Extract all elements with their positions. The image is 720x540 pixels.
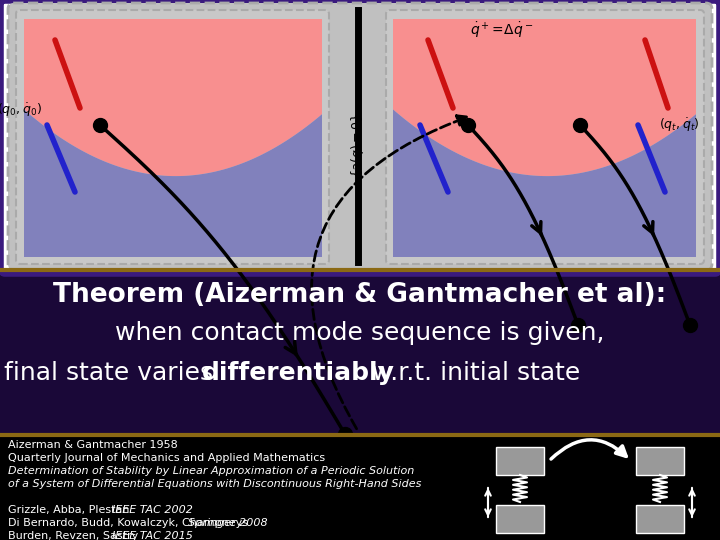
Text: $(q_t,\dot{q}_t)$: $(q_t,\dot{q}_t)$ — [660, 116, 700, 134]
Bar — [496, 447, 544, 475]
Text: differentiably: differentiably — [202, 361, 395, 385]
Text: Di Bernardo, Budd, Kowalczyk, Champneys: Di Bernardo, Budd, Kowalczyk, Champneys — [8, 518, 251, 528]
Text: Burden, Revzen, Sastry: Burden, Revzen, Sastry — [8, 531, 142, 540]
Text: Determination of Stability by Linear Approximation of a Periodic Solution: Determination of Stability by Linear App… — [8, 466, 414, 476]
Text: Springer 2008: Springer 2008 — [188, 518, 268, 528]
Bar — [0, 270, 720, 435]
Text: Aizerman & Gantmacher 1958: Aizerman & Gantmacher 1958 — [8, 440, 178, 450]
Text: Grizzle, Abba, Plestan: Grizzle, Abba, Plestan — [8, 505, 133, 515]
Text: $\{a(q)=0\}$: $\{a(q)=0\}$ — [349, 112, 366, 178]
Bar — [496, 505, 544, 533]
Text: Theorem (Aizerman & Gantmacher et al):: Theorem (Aizerman & Gantmacher et al): — [53, 282, 667, 308]
Text: Quarterly Journal of Mechanics and Applied Mathematics: Quarterly Journal of Mechanics and Appli… — [8, 453, 325, 463]
FancyArrowPatch shape — [551, 440, 626, 459]
FancyArrowPatch shape — [312, 116, 467, 429]
Polygon shape — [24, 110, 322, 257]
Text: $(q_0,\dot{q}_0)$: $(q_0,\dot{q}_0)$ — [0, 101, 42, 119]
Polygon shape — [393, 19, 696, 176]
Text: w.r.t. initial state: w.r.t. initial state — [364, 361, 580, 385]
Polygon shape — [393, 110, 696, 257]
Text: $\dot{q}^+\!=\!\Delta\dot{q}^-$: $\dot{q}^+\!=\!\Delta\dot{q}^-$ — [470, 20, 534, 40]
Text: of a System of Differential Equations with Discontinuous Right-Hand Sides: of a System of Differential Equations wi… — [8, 479, 421, 489]
Text: when contact mode sequence is given,: when contact mode sequence is given, — [115, 321, 605, 345]
FancyBboxPatch shape — [1, 1, 719, 274]
Bar — [636, 505, 684, 533]
FancyBboxPatch shape — [16, 10, 329, 264]
FancyBboxPatch shape — [386, 10, 704, 264]
Text: IEEE TAC 2015: IEEE TAC 2015 — [112, 531, 192, 540]
Text: final state varies: final state varies — [4, 361, 221, 385]
FancyBboxPatch shape — [8, 3, 712, 270]
Polygon shape — [24, 19, 322, 176]
Bar — [636, 447, 684, 475]
Text: IEEE TAC 2002: IEEE TAC 2002 — [112, 505, 192, 515]
